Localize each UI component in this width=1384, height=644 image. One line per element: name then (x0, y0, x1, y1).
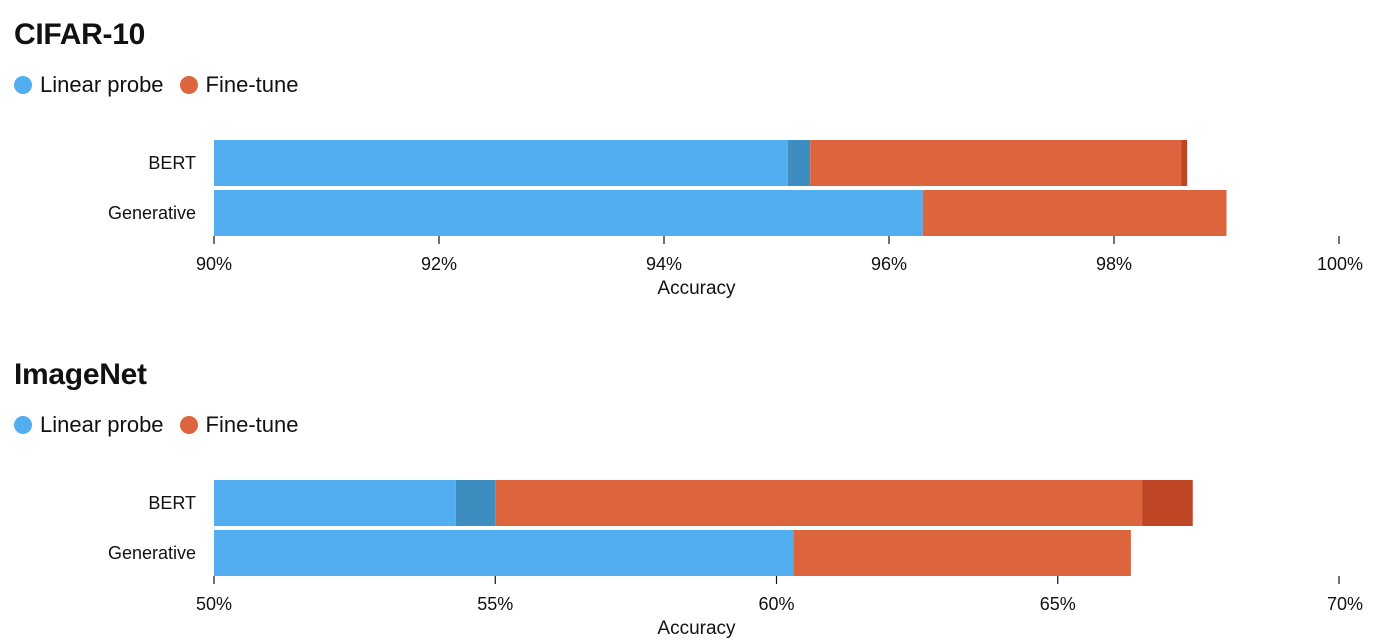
x-tick-label: 98% (1096, 254, 1132, 274)
legend-label-fine-tune: Fine-tune (205, 72, 299, 97)
x-tick-label: 100% (1317, 254, 1363, 274)
imagenet-chart-panel: ImageNet Linear probe Fine-tune BERT Gene… (0, 340, 1384, 644)
bar-bert-linear-probe-range (787, 140, 811, 186)
x-axis-label: Accuracy (657, 618, 736, 639)
bar-generative-linear-probe (214, 190, 923, 236)
cifar10-chart-panel: CIFAR-10 Linear probe Fine-tune BERT Gene… (0, 0, 1384, 310)
x-tick-label: 60% (758, 594, 794, 614)
legend-swatch-fine-tune (179, 416, 198, 434)
x-tick-label: 96% (871, 254, 907, 274)
category-label-generative: Generative (108, 543, 196, 563)
bar-bert-linear-probe (214, 140, 788, 186)
chart-legend: Linear probe Fine-tune (14, 72, 315, 98)
x-tick-label: 55% (477, 594, 513, 614)
x-tick-label: 50% (196, 594, 232, 614)
legend-swatch-linear-probe (14, 76, 32, 94)
category-label-bert: BERT (148, 493, 196, 513)
legend-item-fine-tune: Fine-tune (179, 72, 299, 98)
bar-bert-fine-tune (810, 140, 1182, 186)
bar-generative-fine-tune (793, 530, 1131, 576)
legend-item-linear-probe: Linear probe (14, 72, 164, 98)
chart-title: CIFAR-10 (14, 18, 145, 51)
bar-bert-fine-tune-range (1181, 140, 1188, 186)
legend-label-fine-tune: Fine-tune (205, 412, 299, 437)
bar-generative-linear-probe (214, 530, 794, 576)
chart-title: ImageNet (14, 358, 147, 391)
legend-item-linear-probe: Linear probe (14, 412, 164, 438)
bar-bert-linear-probe-range (455, 480, 496, 526)
x-tick-label: 92% (421, 254, 457, 274)
bar-generative-fine-tune (922, 190, 1227, 236)
cifar10-bar-plot: BERT Generative 90% 92% 94% 96% 98% 100% Accurac… (108, 140, 1363, 299)
legend-label-linear-probe: Linear probe (40, 72, 164, 97)
x-tick-label: 90% (196, 254, 232, 274)
legend-label-linear-probe: Linear probe (40, 412, 164, 437)
category-label-bert: BERT (148, 153, 196, 173)
legend-swatch-fine-tune (179, 76, 198, 94)
bar-bert-linear-probe (214, 480, 456, 526)
bar-bert-fine-tune (495, 480, 1143, 526)
imagenet-bar-plot: BERT Generative 50% 55% 60% 65% 70% Accuracy (108, 480, 1363, 639)
x-axis-label: Accuracy (657, 278, 736, 299)
bar-bert-fine-tune-range (1142, 480, 1193, 526)
chart-legend: Linear probe Fine-tune (14, 412, 315, 438)
category-label-generative: Generative (108, 203, 196, 223)
x-tick-label: 65% (1040, 594, 1076, 614)
x-tick-label: 70% (1327, 594, 1363, 614)
x-tick-label: 94% (646, 254, 682, 274)
legend-item-fine-tune: Fine-tune (179, 412, 299, 438)
legend-swatch-linear-probe (14, 416, 32, 434)
